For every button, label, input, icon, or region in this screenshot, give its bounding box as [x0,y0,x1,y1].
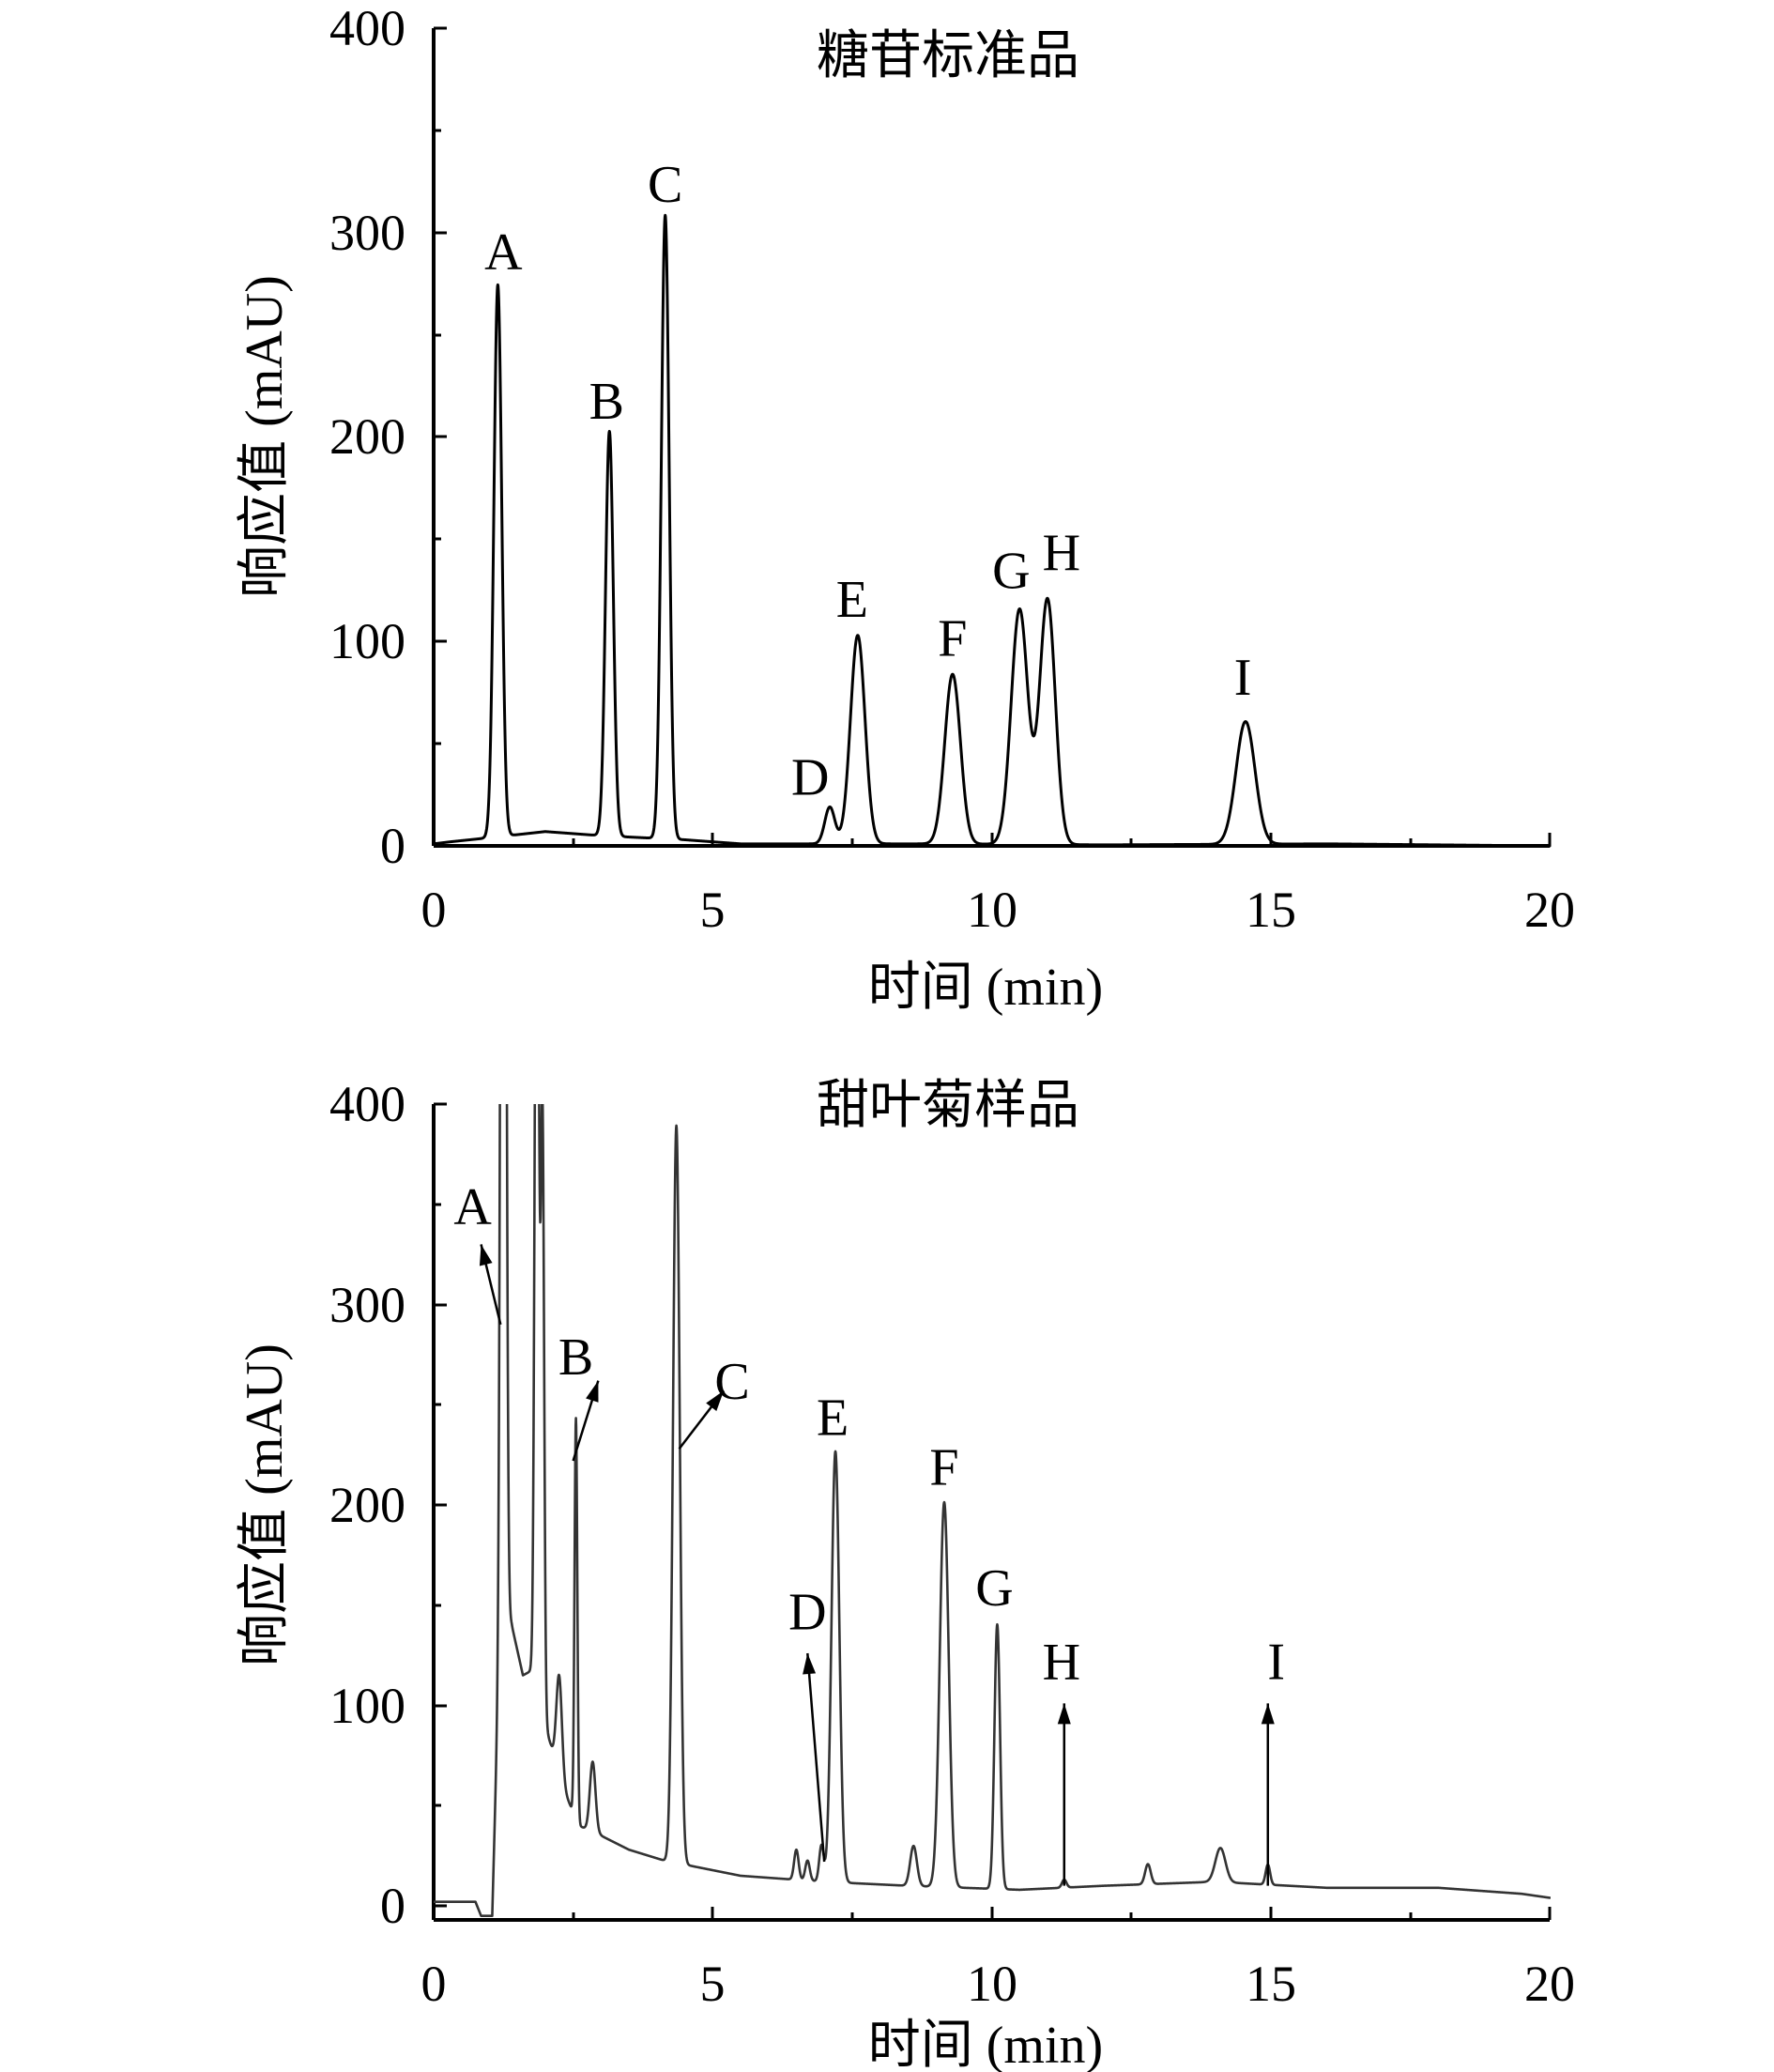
peak-label-group: A B C D E F GH I [453,1178,1285,1886]
peak-label: F [929,1439,958,1497]
peak-label: A [453,1178,492,1236]
peak-label: E [817,1389,849,1447]
peak-label: B [589,373,624,431]
x-tick-labels: 0 5 10 15 20 [421,882,1576,938]
peak-label: D [788,1583,826,1641]
x-tick-labels: 0 5 10 15 20 [421,1956,1576,2012]
peak-label: A [484,223,523,282]
x-tick-label: 20 [1524,882,1575,938]
annotation-arrow-head [479,1244,493,1266]
y-tick-label: 300 [329,205,405,261]
annotation-arrow-head [1057,1703,1071,1725]
annotation-arrow-head [1261,1703,1275,1725]
x-tick-label: 15 [1246,1956,1296,2012]
y-tick-labels: 0 100 200 300 400 [329,1076,405,1934]
chromatogram-trace [432,213,1552,848]
x-tick-label: 0 [421,882,447,938]
y-tick-label: 0 [380,1878,405,1934]
peak-label: G [975,1559,1013,1618]
y-tick-group [434,1102,447,1908]
x-tick-label: 10 [967,1956,1017,2012]
peak-label: G [992,543,1030,601]
y-tick-labels: 0 100 200 300 400 [329,0,405,874]
x-tick-label: 20 [1524,1956,1575,2012]
x-tick-label: 15 [1246,882,1296,938]
annotation-arrow-head [586,1380,599,1403]
peak-label: D [791,749,829,807]
sample-chromatogram-panel: 甜叶菊样品 0 100 200 300 400 [236,1076,1576,2072]
chromatogram-trace [434,1104,1551,1917]
y-tick-label: 300 [329,1277,405,1333]
panel-title: 糖苷标准品 [817,27,1079,85]
y-tick-label: 400 [329,0,405,56]
peak-label: F [938,609,967,668]
panel-title: 甜叶菊样品 [817,1077,1079,1135]
peak-label: H [1043,1634,1080,1692]
standard-chromatogram-panel: 糖苷标准品 0 100 200 300 400 [236,0,1575,1017]
peak-label: C [714,1353,749,1411]
annotation-arrow-head [706,1390,725,1412]
y-tick-label: 100 [329,1678,405,1734]
y-tick-label: 200 [329,1477,405,1533]
peak-label: C [648,156,682,214]
x-axis-title: 时间 (min) [868,959,1103,1017]
peak-label: I [1267,1634,1285,1692]
peak-label: I [1234,649,1252,707]
y-tick-label: 200 [329,408,405,465]
y-axis-title: 响应值 (mAU) [236,275,294,598]
peak-label: E [836,571,868,629]
y-tick-group [434,26,447,848]
peak-label: H [1043,524,1080,582]
x-axis-title: 时间 (min) [868,2017,1103,2072]
x-tick-group [432,1907,1552,1920]
x-tick-label: 0 [421,1956,447,2012]
y-tick-label: 0 [380,818,405,874]
annotation-arrow-head [803,1652,817,1675]
x-tick-label: 5 [700,882,726,938]
x-tick-label: 10 [967,882,1017,938]
peak-label: B [558,1328,593,1387]
y-axis-title: 响应值 (mAU) [236,1343,294,1666]
y-tick-label: 100 [329,613,405,669]
annotation-arrow-line [806,1652,826,1863]
y-tick-label: 400 [329,1076,405,1132]
x-tick-label: 5 [700,1956,726,2012]
